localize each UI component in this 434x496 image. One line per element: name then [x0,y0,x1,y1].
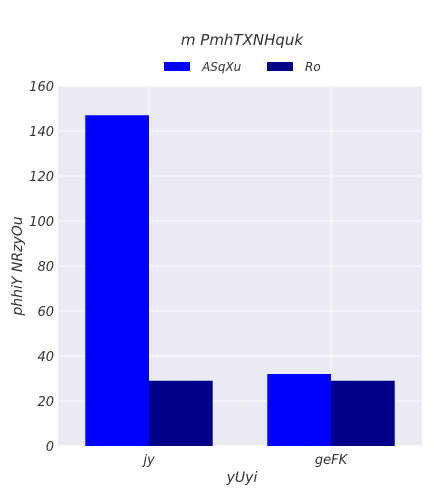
bars [85,115,395,446]
legend-swatch-ASqXu [164,62,190,71]
y-tick-label: 80 [37,260,54,275]
legend-label-ASqXu: ASqXu [201,60,242,74]
y-tick-label: 160 [29,80,54,95]
bar-ASqXu-jy [85,115,149,446]
legend: ASqXu Ro [164,60,321,74]
y-tick-label: 120 [29,170,54,185]
y-tick-label: 40 [37,350,54,365]
y-tick-label: 60 [37,305,54,320]
legend-swatch-Ro [267,62,293,71]
legend-label-Ro: Ro [305,60,321,74]
x-axis-label: yUyi [226,470,258,486]
y-tick-label: 0 [46,440,54,455]
y-tick-label: 20 [37,395,54,410]
bar-Ro-jy [149,380,213,446]
y-tick-label: 100 [29,215,54,230]
chart-title: m PmhTXNHquk [181,31,305,49]
y-axis-label: phhiY NRzyOu [10,216,26,316]
bar-Ro-geFK [331,380,395,446]
x-axis: jy geFK [141,453,348,468]
x-tick-label: geFK [315,453,349,468]
y-tick-label: 140 [29,125,54,140]
bar-ASqXu-geFK [267,374,331,446]
y-axis: 0 20 40 60 80 100 120 140 160 [29,80,54,455]
x-tick-label: jy [141,453,155,468]
